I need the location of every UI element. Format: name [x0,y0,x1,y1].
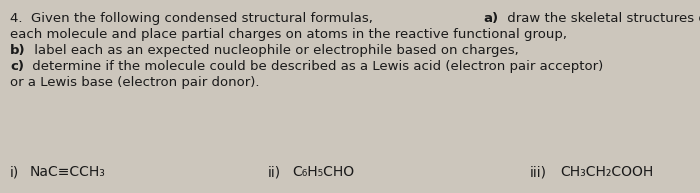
Text: label each as an expected nucleophile or electrophile based on charges,: label each as an expected nucleophile or… [30,44,519,57]
Text: ii): ii) [268,165,281,179]
Text: i): i) [10,165,20,179]
Text: C₆H₅CHO: C₆H₅CHO [292,165,354,179]
Text: or a Lewis base (electron pair donor).: or a Lewis base (electron pair donor). [10,76,260,89]
Text: draw the skeletal structures of: draw the skeletal structures of [503,12,700,25]
Text: each molecule and place partial charges on atoms in the reactive functional grou: each molecule and place partial charges … [10,28,567,41]
Text: c): c) [10,60,24,73]
Text: a): a) [484,12,499,25]
Text: determine if the molecule could be described as a Lewis acid (electron pair acce: determine if the molecule could be descr… [28,60,603,73]
Text: b): b) [10,44,26,57]
Text: NaC≡CCH₃: NaC≡CCH₃ [30,165,106,179]
Text: 4.  Given the following condensed structural formulas,: 4. Given the following condensed structu… [10,12,377,25]
Text: iii): iii) [530,165,547,179]
Text: CH₃CH₂COOH: CH₃CH₂COOH [560,165,653,179]
